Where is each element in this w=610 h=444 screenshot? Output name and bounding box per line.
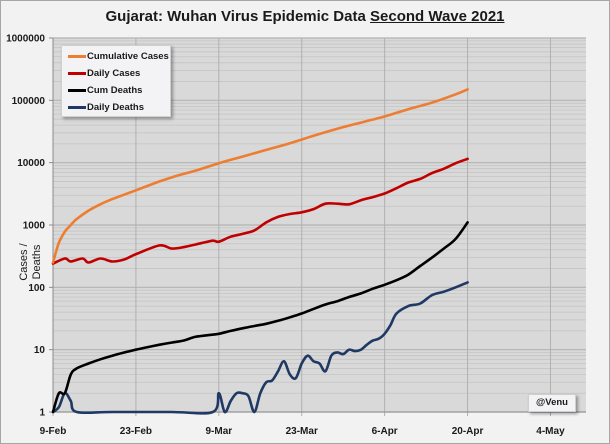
x-tick-label: 4-May — [536, 426, 565, 437]
axes: 1 10 100 1000 10000 100000 1000000 9-Feb 23-Feb 9… — [6, 34, 586, 437]
series-line-daily-cases — [51, 157, 469, 265]
legend-swatch — [68, 105, 86, 109]
legend-swatch — [68, 71, 86, 75]
title-underlined: Second Wave 2021 — [370, 8, 505, 25]
y-tick-label: 1000 — [23, 221, 46, 232]
x-tick-label: 9-Mar — [205, 426, 232, 437]
legend-swatch — [68, 54, 86, 58]
legend-label: Cum Deaths — [87, 84, 143, 96]
x-tick-label: 23-Mar — [286, 426, 318, 437]
y-axis-label-line2: Deaths — [31, 244, 43, 279]
legend-label: Daily Cases — [87, 67, 141, 79]
legend-label: Daily Deaths — [87, 101, 145, 113]
series-line-daily-deaths — [51, 281, 469, 415]
y-tick-label: 1000000 — [6, 34, 45, 45]
y-tick-label: 10 — [34, 345, 46, 356]
y-tick-label: 100 — [28, 283, 45, 294]
x-tick-label: 6-Apr — [372, 426, 398, 437]
x-tick-label: 9-Feb — [40, 426, 67, 437]
legend-label: Cumulative Cases — [87, 50, 169, 62]
legend-item-daily-deaths: Daily Deaths — [68, 100, 144, 114]
y-axis-label-line1: Cases / — [18, 242, 30, 280]
legend-item-cumulative-cases: Cumulative Cases — [68, 49, 169, 63]
credit-label: @Venu — [528, 394, 576, 412]
legend-item-daily-cases: Daily Cases — [68, 66, 140, 80]
x-tick-label: 20-Apr — [452, 426, 484, 437]
series-line-cumulative-cases — [51, 88, 469, 264]
y-tick-label: 10000 — [17, 158, 45, 169]
series-line-cum-deaths — [51, 221, 469, 414]
legend-swatch — [68, 88, 86, 92]
y-tick-label: 100000 — [12, 96, 46, 107]
chart-title: Gujarat: Wuhan Virus Epidemic Data Secon… — [0, 8, 610, 25]
legend: Cumulative Cases Daily Cases Cum Deaths … — [61, 45, 171, 117]
x-tick-label: 23-Feb — [120, 426, 152, 437]
title-main: Gujarat: Wuhan Virus Epidemic Data — [105, 8, 370, 25]
legend-item-cum-deaths: Cum Deaths — [68, 83, 142, 97]
series-lines — [51, 88, 469, 415]
y-tick-label: 1 — [39, 408, 45, 419]
